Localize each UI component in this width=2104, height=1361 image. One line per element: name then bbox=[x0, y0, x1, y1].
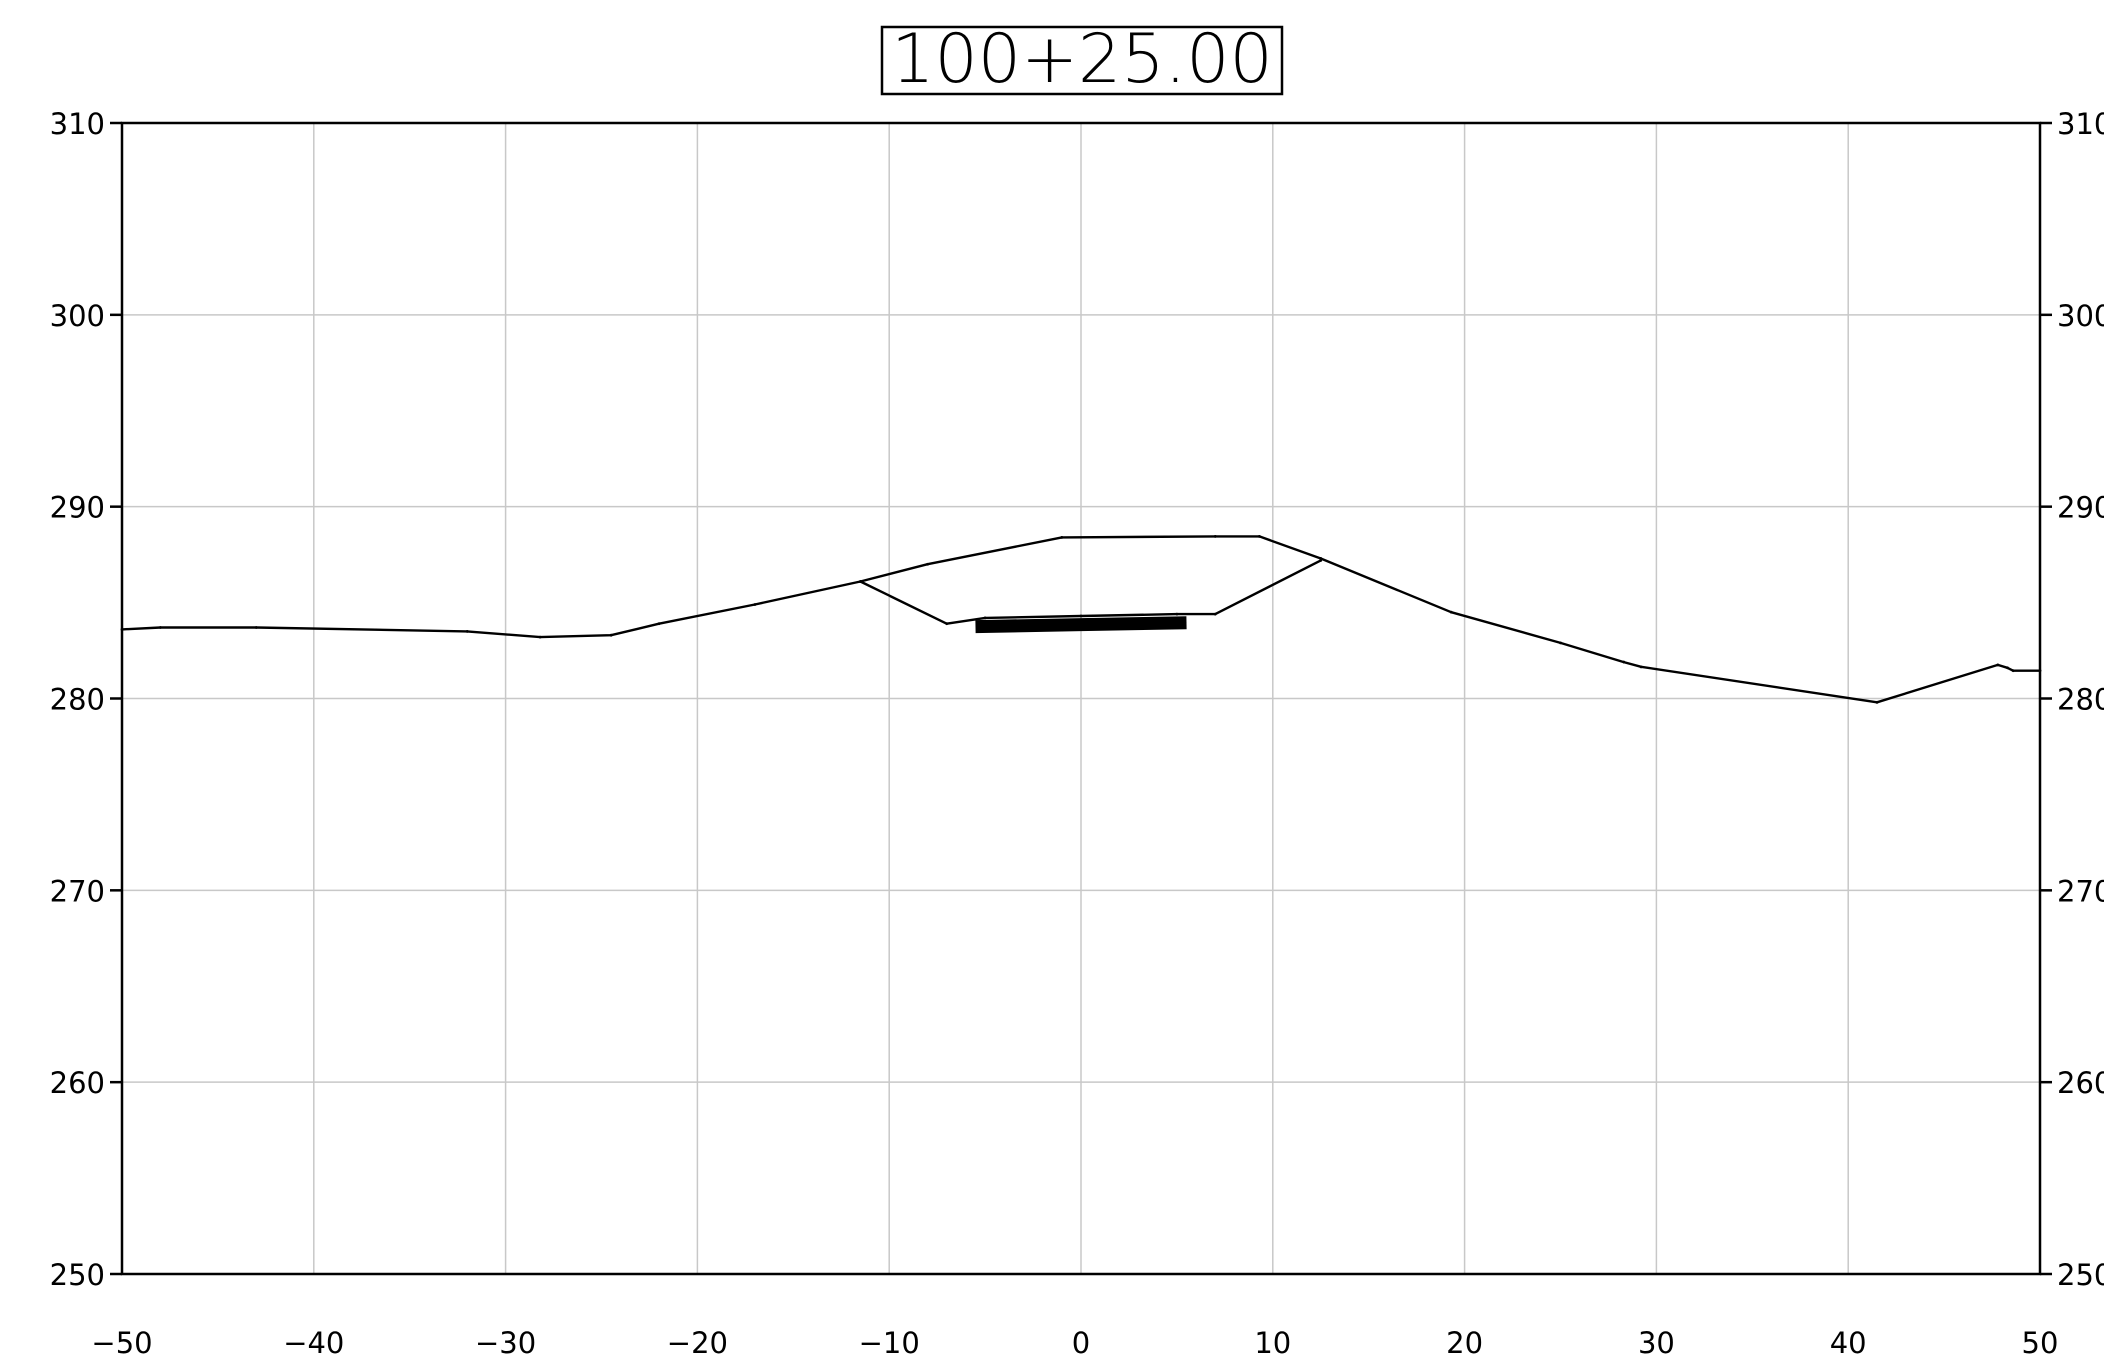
station-title-box bbox=[880, 25, 1284, 96]
profile-vertex bbox=[1449, 610, 1453, 614]
profile-vertex bbox=[158, 626, 162, 629]
y-tick-label-right: 260 bbox=[2057, 1066, 2104, 1100]
profile-vertex bbox=[1622, 660, 1626, 664]
y-tick-label-left: 250 bbox=[50, 1258, 105, 1292]
profile-vertex bbox=[1257, 535, 1261, 538]
profile-vertex bbox=[1060, 535, 1064, 539]
x-tick-label: −10 bbox=[859, 1326, 920, 1360]
profile-vertex bbox=[1639, 665, 1643, 669]
x-tick-label: −50 bbox=[91, 1326, 152, 1360]
profile-vertex bbox=[1213, 535, 1217, 538]
profile-vertex bbox=[657, 622, 661, 626]
profile-vertex bbox=[753, 603, 757, 606]
y-tick-label-left: 280 bbox=[50, 683, 105, 717]
y-tick-label-right: 300 bbox=[2057, 299, 2104, 333]
x-tick-label: −20 bbox=[667, 1326, 728, 1360]
x-tick-label: −30 bbox=[475, 1326, 536, 1360]
y-tick-label-right: 280 bbox=[2057, 683, 2104, 717]
x-tick-label: 50 bbox=[2022, 1326, 2059, 1360]
profile-vertex bbox=[1079, 614, 1083, 618]
x-tick-label: 30 bbox=[1638, 1326, 1675, 1360]
y-tick-label-right: 270 bbox=[2057, 874, 2104, 908]
profile-vertex bbox=[1319, 557, 1323, 560]
grid-lines bbox=[121, 122, 2041, 1275]
y-tick-label-right: 290 bbox=[2057, 491, 2104, 525]
x-tick-label: 0 bbox=[1072, 1326, 1090, 1360]
y-tick-label-left: 300 bbox=[50, 299, 105, 333]
x-tick-label: 40 bbox=[1830, 1326, 1867, 1360]
profile-vertex bbox=[945, 622, 949, 626]
x-tick-label: 20 bbox=[1446, 1326, 1483, 1360]
y-tick-label-left: 260 bbox=[50, 1066, 105, 1100]
profile-lines bbox=[120, 535, 2042, 704]
y-tick-label-right: 310 bbox=[2057, 107, 2104, 141]
excavation-profile-line bbox=[859, 559, 1323, 625]
profile-vertex bbox=[538, 635, 542, 639]
y-tick-label-left: 310 bbox=[50, 107, 105, 141]
profile-vertex bbox=[609, 633, 613, 637]
station-title-group: 100+25.00 bbox=[880, 20, 1284, 99]
y-tick-label-left: 270 bbox=[50, 874, 105, 908]
profile-vertex bbox=[2005, 666, 2009, 670]
y-tick-label-right: 250 bbox=[2057, 1258, 2104, 1292]
station-title: 100+25.00 bbox=[891, 20, 1272, 99]
profile-vertex bbox=[859, 580, 862, 583]
x-tick-label: 10 bbox=[1254, 1326, 1291, 1360]
profile-vertex bbox=[1875, 700, 1879, 704]
profile-vertex bbox=[1319, 558, 1323, 562]
profile-vertex bbox=[1175, 612, 1179, 616]
profile-vertex bbox=[1559, 641, 1562, 645]
profile-vertex bbox=[465, 629, 469, 633]
profile-vertex bbox=[2011, 669, 2015, 673]
profile-vertex bbox=[983, 616, 987, 620]
profile-vertex bbox=[926, 562, 929, 566]
y-tick-label-left: 290 bbox=[50, 491, 105, 525]
profile-vertex bbox=[1996, 663, 2000, 667]
profile-vertex bbox=[254, 626, 258, 629]
x-tick-label: −40 bbox=[283, 1326, 344, 1360]
profile-vertex bbox=[1213, 612, 1217, 616]
